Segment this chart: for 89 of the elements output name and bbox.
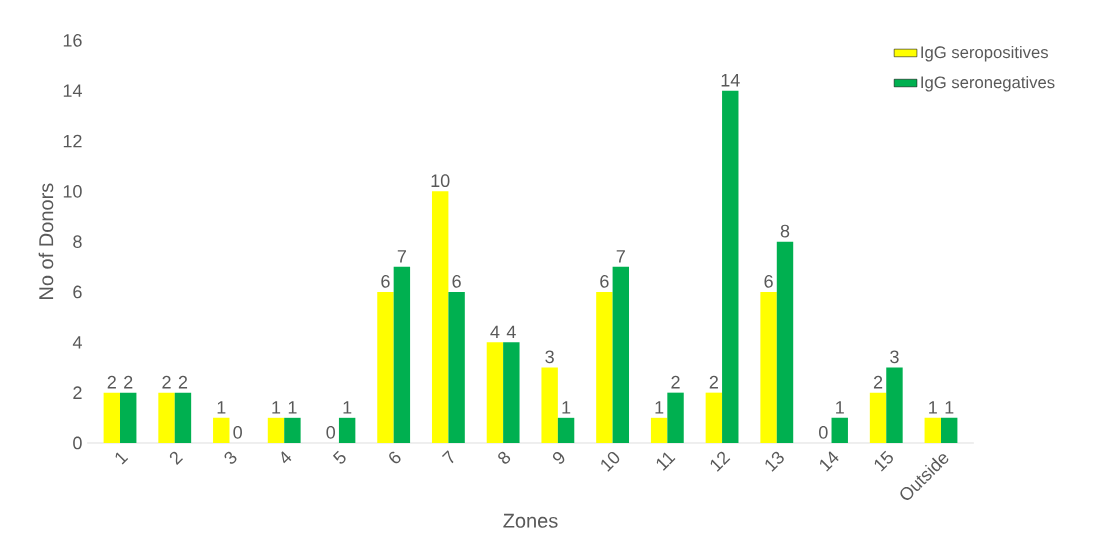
bar [431, 191, 449, 443]
data-label: 10 [431, 174, 450, 188]
y-tick-label: 8 [73, 235, 82, 249]
bar [612, 266, 630, 443]
x-tick-label: 7 [441, 450, 454, 464]
bar [667, 392, 684, 443]
data-label: 7 [616, 250, 625, 263]
data-label: 1 [655, 401, 664, 414]
bar [158, 392, 175, 443]
data-label: 2 [162, 375, 171, 389]
bar [776, 241, 794, 443]
data-label: 4 [490, 325, 500, 339]
data-label: 7 [397, 250, 406, 263]
data-label: 6 [600, 274, 609, 288]
bar [377, 291, 394, 443]
bar [448, 291, 465, 443]
bar [886, 367, 903, 443]
x-tick-label: 5 [332, 450, 346, 464]
x-tick-label: 9 [552, 452, 565, 464]
x-tick-label: 6 [389, 451, 401, 464]
y-tick-label: 6 [73, 285, 82, 299]
bar [486, 342, 504, 443]
bar [760, 291, 777, 443]
y-tick-label: 2 [73, 386, 82, 399]
bar [120, 392, 137, 443]
bar [722, 90, 739, 443]
data-label: 2 [178, 375, 188, 389]
data-label: 1 [562, 401, 571, 414]
y-axis-title: No of Donors [38, 183, 54, 299]
bar [705, 392, 723, 443]
y-tick-label: 0 [73, 436, 82, 450]
bar [924, 417, 941, 443]
x-axis-title: Zones [503, 513, 558, 528]
data-label: 6 [381, 274, 390, 288]
y-tick-label: 10 [63, 184, 82, 198]
x-tick-label: 11 [656, 452, 676, 471]
x-tick-label: 12 [710, 451, 731, 472]
bar [596, 291, 613, 443]
x-tick-label: 8 [498, 451, 511, 464]
x-tick-label: 10 [601, 451, 620, 472]
data-label: 1 [288, 401, 297, 414]
data-label: 2 [873, 375, 883, 389]
x-tick-label: 1 [115, 452, 129, 465]
data-label: 1 [272, 401, 281, 414]
data-label: 2 [124, 375, 133, 389]
data-label: 6 [452, 274, 461, 288]
data-label: 1 [343, 401, 352, 414]
data-label: 2 [671, 375, 680, 389]
bar [338, 417, 356, 443]
bar [267, 417, 285, 443]
bar [284, 417, 301, 443]
data-label: 3 [890, 350, 899, 364]
x-tick-label: 4 [281, 451, 292, 464]
bar [174, 392, 192, 443]
bar [940, 417, 958, 443]
legend-label: IgG seropositives [921, 45, 1048, 62]
bar [213, 417, 230, 443]
data-label: 2 [709, 375, 718, 389]
data-label: 0 [326, 425, 336, 439]
data-label: 1 [945, 401, 954, 414]
y-tick-label: 16 [63, 33, 82, 47]
data-label: 3 [545, 350, 554, 364]
data-label: 0 [819, 425, 828, 439]
bar [869, 392, 887, 443]
data-label: 1 [217, 401, 226, 414]
y-tick-label: 4 [72, 336, 82, 349]
bar [503, 342, 520, 443]
data-label: 14 [721, 74, 740, 87]
y-tick-label: 14 [63, 84, 82, 97]
y-tick-label: 12 [63, 134, 82, 148]
data-label: 4 [506, 325, 516, 339]
legend-label: IgG seronegatives [921, 75, 1055, 92]
x-tick-label: 15 [874, 450, 893, 472]
bar [541, 367, 558, 443]
data-label: 8 [780, 224, 790, 238]
x-tick-label: 3 [224, 451, 237, 464]
data-label: 6 [764, 274, 773, 288]
x-tick-label: 2 [169, 451, 183, 465]
data-label: 1 [836, 401, 844, 414]
x-tick-label: 13 [765, 451, 784, 472]
x-tick-label: 14 [820, 451, 839, 472]
bar [650, 417, 668, 443]
data-label: 2 [107, 375, 116, 389]
bar [831, 417, 848, 443]
data-label: 0 [233, 425, 242, 439]
bar [103, 392, 121, 443]
data-label: 1 [929, 401, 937, 414]
bar [557, 417, 575, 443]
bar [393, 266, 411, 443]
